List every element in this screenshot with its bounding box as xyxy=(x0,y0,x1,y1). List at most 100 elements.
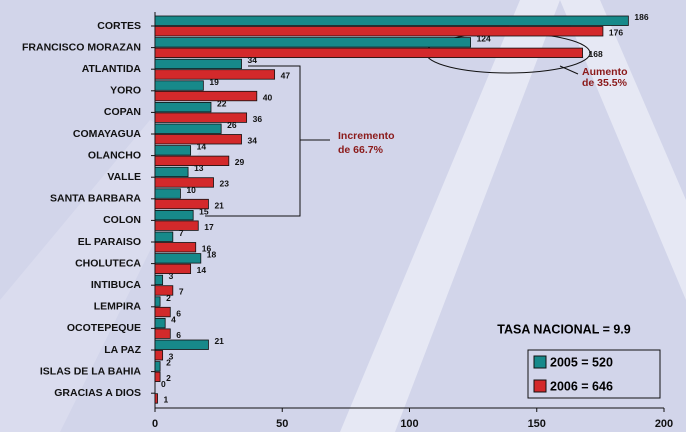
value-label: 2 xyxy=(166,358,171,368)
value-label: 0 xyxy=(161,379,166,389)
annotation: Aumento xyxy=(582,66,628,78)
y-tick-label: GRACIAS A DIOS xyxy=(54,387,141,399)
value-label: 3 xyxy=(169,352,174,362)
y-tick-label: COPAN xyxy=(104,106,141,118)
bar xyxy=(154,231,174,242)
y-tick-label: FRANCISCO MORAZAN xyxy=(22,41,141,53)
bar xyxy=(154,134,242,145)
bar xyxy=(154,328,171,339)
bar xyxy=(154,90,258,102)
value-label: 13 xyxy=(194,163,204,173)
y-tick-label: ISLAS DE LA BAHIA xyxy=(40,365,142,377)
annotation: Incremento xyxy=(338,130,395,142)
value-label: 176 xyxy=(609,28,623,38)
x-tick-label: 200 xyxy=(655,418,673,430)
value-label: 18 xyxy=(207,250,217,260)
x-tick-label: 150 xyxy=(528,418,546,430)
y-tick-label: OCOTEPEQUE xyxy=(67,322,141,334)
bar xyxy=(154,220,199,231)
bar xyxy=(154,209,194,221)
bar xyxy=(154,339,209,350)
value-label: 21 xyxy=(214,336,224,346)
bar xyxy=(154,198,209,210)
bar xyxy=(154,112,248,123)
value-label: 40 xyxy=(263,92,273,102)
pointer xyxy=(559,65,579,75)
y-tick-label: CHOLUTECA xyxy=(75,257,141,269)
value-label: 19 xyxy=(209,77,219,87)
y-tick-label: INTIBUCA xyxy=(91,279,142,291)
bar xyxy=(154,263,192,275)
bar xyxy=(154,80,204,91)
annotation: de 66.7% xyxy=(338,144,384,156)
value-label: 34 xyxy=(248,55,258,65)
bar xyxy=(154,393,158,404)
legend-swatch xyxy=(533,355,547,369)
y-tick-label: COLON xyxy=(103,214,141,226)
value-label: 2 xyxy=(166,373,171,383)
bg-stripe xyxy=(0,120,200,432)
y-tick-label: OLANCHO xyxy=(88,149,141,161)
value-label: 34 xyxy=(248,136,258,146)
bar xyxy=(154,58,242,70)
bar xyxy=(154,166,189,178)
value-label: 6 xyxy=(176,308,181,318)
bar xyxy=(154,37,471,48)
legend-box xyxy=(527,349,661,399)
value-label: 6 xyxy=(176,330,181,340)
value-label: 2 xyxy=(166,293,171,303)
bar xyxy=(154,69,276,80)
value-label: 7 xyxy=(179,228,184,238)
value-label: 23 xyxy=(220,179,230,189)
bar xyxy=(154,361,161,372)
y-tick-label: YORO xyxy=(110,85,141,97)
bracket xyxy=(205,65,301,217)
y-tick-label: EL PARAISO xyxy=(78,236,141,248)
value-label: 4 xyxy=(171,314,176,324)
y-tick-label: SANTA BARBARA xyxy=(50,193,141,205)
value-label: 29 xyxy=(235,157,245,167)
y-tick-label: COMAYAGUA xyxy=(73,128,141,140)
bar xyxy=(154,47,583,58)
x-tick-label: 0 xyxy=(152,418,158,430)
bar xyxy=(154,102,212,113)
legend-label: 2006 = 646 xyxy=(550,379,613,393)
bg-stripe xyxy=(340,0,560,432)
value-label: 1 xyxy=(164,395,169,405)
value-label: 124 xyxy=(477,34,491,44)
legend-swatch xyxy=(533,379,547,393)
bar xyxy=(154,155,230,167)
bar xyxy=(154,177,214,188)
y-tick-label: CORTES xyxy=(97,20,141,32)
bar xyxy=(154,296,161,307)
bar xyxy=(154,306,171,318)
value-label: 14 xyxy=(197,142,207,152)
value-label: 17 xyxy=(204,222,214,232)
bar xyxy=(154,145,192,156)
bar xyxy=(154,350,164,361)
bar xyxy=(154,15,629,26)
value-label: 22 xyxy=(217,98,227,108)
value-label: 21 xyxy=(214,200,224,210)
value-label: 47 xyxy=(281,71,291,81)
value-label: 36 xyxy=(253,114,263,124)
bar xyxy=(154,123,222,134)
bg-stripe xyxy=(560,0,686,300)
note: TASA NACIONAL = 9.9 xyxy=(497,322,631,336)
bar xyxy=(154,242,197,253)
value-label: 14 xyxy=(197,265,207,275)
value-label: 10 xyxy=(186,185,196,195)
bar xyxy=(154,253,202,264)
y-tick-label: VALLE xyxy=(107,171,141,183)
legend-label: 2005 = 520 xyxy=(550,355,613,369)
value-label: 26 xyxy=(227,120,237,130)
bar xyxy=(154,285,174,296)
y-tick-label: ATLANTIDA xyxy=(82,63,142,75)
value-label: 16 xyxy=(202,244,212,254)
value-label: 7 xyxy=(179,287,184,297)
bar xyxy=(154,274,164,286)
y-tick-label: LEMPIRA xyxy=(94,301,142,313)
value-label: 3 xyxy=(169,271,174,281)
bar xyxy=(154,371,161,383)
